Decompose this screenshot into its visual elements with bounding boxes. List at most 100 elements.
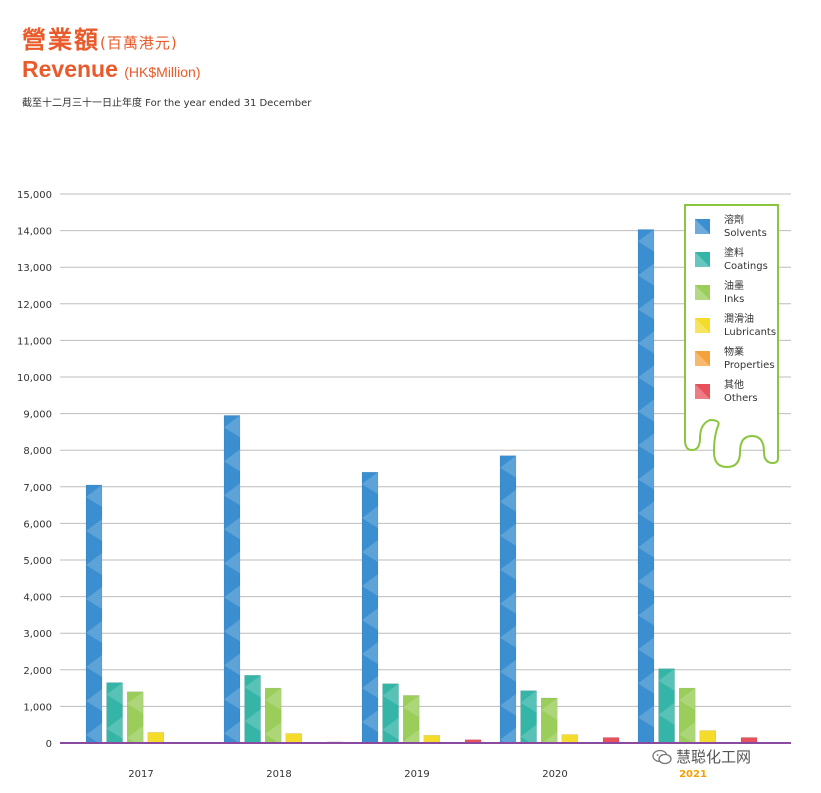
bar-facet: [362, 676, 378, 699]
legend-swatch-solvents: [695, 219, 710, 234]
legend-swatch-facet: [695, 351, 710, 366]
bar-facet: [500, 523, 516, 546]
bar-facet: [638, 331, 654, 354]
legend-swatch-others: [695, 384, 710, 399]
bar-facet: [500, 557, 516, 580]
bar-facet: [638, 365, 654, 388]
watermark-text: 慧聪化工网: [676, 748, 752, 766]
y-tick-label: 3,000: [23, 629, 52, 640]
bar-facet: [362, 506, 378, 529]
bar-facet: [362, 540, 378, 563]
bar-facet: [500, 591, 516, 614]
bar-facet: [541, 697, 558, 720]
bar-facet: [86, 552, 102, 575]
bar-facet: [265, 722, 282, 745]
bar-facet: [500, 727, 516, 750]
y-tick-label: 11,000: [17, 336, 52, 347]
chart-title-zh: 營業額(百萬港元): [22, 20, 178, 55]
legend-label-en: Others: [724, 393, 758, 404]
bar-facet: [658, 668, 675, 691]
legend-label-en: Properties: [724, 360, 775, 371]
x-tick-label: 2017: [128, 769, 153, 780]
bar-facet: [86, 586, 102, 609]
chart-unit-en: (HK$Million): [124, 64, 201, 80]
bar-lubricants: [285, 733, 303, 744]
bar-facet: [362, 710, 378, 733]
bar-facet: [638, 433, 654, 456]
chart-title-en: Revenue (HK$Million): [22, 56, 201, 83]
bar-facet: [265, 688, 282, 711]
bar-facet: [106, 716, 123, 739]
bar-facet: [86, 484, 102, 507]
bar-lubricants: [423, 735, 441, 744]
y-tick-label: 1,000: [23, 702, 52, 713]
legend-label-zh: 油墨: [724, 279, 744, 292]
legend-label-en: Lubricants: [724, 327, 776, 338]
y-tick-label: 8,000: [23, 446, 52, 457]
bar-facet: [500, 489, 516, 512]
y-tick-label: 14,000: [17, 227, 52, 238]
x-tick-label: 2020: [542, 769, 567, 780]
legend-swatch-facet: [695, 384, 710, 399]
chart-title-en-text: Revenue: [22, 56, 118, 82]
bar-facet: [86, 654, 102, 677]
legend-label-en: Coatings: [724, 261, 768, 272]
bar-facet: [638, 399, 654, 422]
legend-label-en: Solvents: [724, 228, 767, 239]
bar-facet: [679, 688, 696, 711]
x-tick-label: 2019: [404, 769, 429, 780]
wechat-icon: [652, 749, 672, 765]
legend-label-zh: 其他: [724, 378, 744, 391]
bar-facet: [86, 688, 102, 711]
y-tick-label: 5,000: [23, 556, 52, 567]
bar-facet: [224, 551, 240, 574]
bar-facet: [224, 415, 240, 438]
bar-facet: [224, 721, 240, 744]
y-tick-label: 12,000: [17, 300, 52, 311]
bar-facet: [520, 690, 537, 713]
bar-facet: [106, 682, 123, 705]
bar-facet: [638, 501, 654, 524]
bar-lubricants: [699, 730, 717, 744]
bar-facet: [638, 535, 654, 558]
bar-facet: [403, 729, 420, 752]
y-tick-label: 7,000: [23, 483, 52, 494]
legend-box: [684, 204, 779, 469]
bar-facet: [520, 724, 537, 747]
bar-facet: [224, 449, 240, 472]
chart-subtitle: 截至十二月三十一日止年度 For the year ended 31 Decem…: [22, 98, 312, 109]
legend-label-zh: 潤滑油: [724, 312, 754, 325]
bar-facet: [500, 625, 516, 648]
bar-facet: [403, 695, 420, 718]
y-tick-label: 13,000: [17, 263, 52, 274]
bar-facet: [638, 637, 654, 660]
bar-facet: [500, 455, 516, 478]
bar-facet: [638, 569, 654, 592]
legend-swatch-properties: [695, 351, 710, 366]
legend-swatch-facet: [695, 252, 710, 267]
bar-facet: [86, 722, 102, 745]
bar-facet: [638, 297, 654, 320]
bar-facet: [244, 709, 261, 732]
bar-lubricants: [561, 734, 579, 744]
bar-facet: [224, 687, 240, 710]
y-tick-label: 15,000: [17, 190, 52, 201]
bar-facet: [382, 683, 399, 706]
legend-swatch-inks: [695, 285, 710, 300]
bar-facet: [500, 659, 516, 682]
bar-lubricants: [147, 732, 165, 744]
x-tick-label: 2021: [679, 769, 707, 780]
bar-facet: [362, 608, 378, 631]
bar-facet: [638, 705, 654, 728]
legend-label-zh: 溶劑: [724, 213, 744, 226]
legend-swatch-coatings: [695, 252, 710, 267]
legend-label-zh: 塗料: [724, 246, 744, 259]
legend-swatch-facet: [695, 318, 710, 333]
bar-facet: [362, 472, 378, 495]
legend-swatch-facet: [695, 219, 710, 234]
bar-facet: [86, 518, 102, 541]
bar-facet: [224, 619, 240, 642]
bar-facet: [638, 467, 654, 490]
bar-facet: [127, 691, 144, 714]
